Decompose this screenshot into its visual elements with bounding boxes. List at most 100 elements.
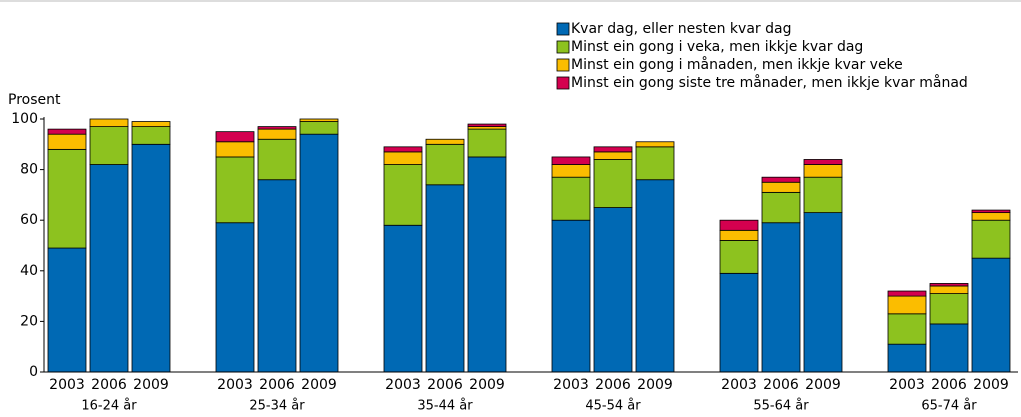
x-tick-label: 2003	[385, 377, 421, 393]
bar-segment	[719, 272, 759, 373]
group-label: 65-74 år	[921, 399, 977, 414]
bar-segment	[299, 121, 339, 135]
bar-segment	[257, 128, 297, 140]
bar-segment	[131, 143, 171, 373]
x-tick-label: 2003	[49, 377, 85, 393]
bar-segment	[383, 146, 423, 153]
bar-segment	[635, 146, 675, 181]
bar-segment	[593, 151, 633, 160]
bar-segment	[803, 176, 843, 214]
bar-segment	[719, 240, 759, 274]
bar-segment	[89, 164, 129, 373]
bar-segment	[929, 285, 969, 294]
bar-segment	[971, 212, 1011, 221]
bar-segment	[635, 179, 675, 373]
x-tick-label: 2006	[91, 377, 127, 393]
bar-segment	[47, 133, 87, 150]
x-tick-label: 2009	[805, 377, 841, 393]
x-tick-label: 2003	[889, 377, 925, 393]
legend-swatch	[556, 58, 570, 72]
bar-segment	[761, 181, 801, 193]
bar-segment	[719, 219, 759, 231]
legend-label: Minst ein gong i veka, men ikkje kvar da…	[571, 39, 863, 55]
legend-label: Kvar dag, eller nesten kvar dag	[571, 21, 791, 37]
bar-segment	[761, 222, 801, 373]
legend-swatch	[556, 76, 570, 90]
bar-segment	[131, 121, 171, 127]
x-tick-label: 2003	[721, 377, 757, 393]
bar-segment	[887, 313, 927, 345]
bar-segment	[803, 164, 843, 178]
bar-segment	[47, 128, 87, 135]
bar-segment	[971, 209, 1011, 214]
x-tick-label: 2009	[301, 377, 337, 393]
bar-segment	[971, 219, 1011, 259]
y-tick-label: 40	[20, 263, 38, 279]
bar-segment	[425, 143, 465, 186]
bar-segment	[551, 156, 591, 165]
x-tick-label: 2009	[637, 377, 673, 393]
bar-segment	[467, 123, 507, 127]
y-tick-label: 80	[20, 162, 38, 178]
legend-label: Minst ein gong i månaden, men ikkje kvar…	[571, 56, 903, 73]
group-label: 45-54 år	[585, 399, 641, 414]
bar-segment	[467, 156, 507, 373]
y-tick-label: 60	[20, 212, 38, 228]
bar-segment	[593, 146, 633, 153]
bar-segment	[215, 222, 255, 373]
bar-segment	[929, 293, 969, 325]
bar-segment	[803, 159, 843, 165]
bar-segment	[971, 257, 1011, 373]
group-label: 55-64 år	[753, 399, 809, 414]
bar-segment	[887, 290, 927, 297]
bar-segment	[383, 151, 423, 165]
group-label: 25-34 år	[249, 399, 305, 414]
legend-label: Minst ein gong siste tre månader, men ik…	[571, 74, 968, 91]
bar-segment	[257, 138, 297, 181]
bar-segment	[299, 118, 339, 122]
y-tick-label: 0	[29, 364, 38, 380]
bar-segment	[887, 295, 927, 315]
bar-segment	[257, 126, 297, 130]
bar-segment	[47, 148, 87, 249]
bar-segment	[803, 212, 843, 373]
x-tick-label: 2003	[217, 377, 253, 393]
x-tick-label: 2006	[427, 377, 463, 393]
bar-segment	[551, 176, 591, 221]
bar-segment	[929, 283, 969, 287]
x-tick-label: 2009	[973, 377, 1009, 393]
bar-segment	[383, 164, 423, 226]
y-tick-label: 100	[11, 111, 38, 127]
bar-segment	[425, 138, 465, 145]
bar-segment	[887, 343, 927, 373]
bar-segment	[215, 131, 255, 143]
bar-segment	[257, 179, 297, 373]
legend-swatch	[556, 40, 570, 54]
bar-segment	[215, 156, 255, 224]
bar-segment	[761, 176, 801, 183]
group-label: 16-24 år	[81, 399, 137, 414]
bar-segment	[89, 118, 129, 127]
x-tick-label: 2009	[133, 377, 169, 393]
bar-segment	[551, 164, 591, 178]
legend-swatch	[556, 22, 570, 36]
bar-segment	[383, 224, 423, 373]
bar-segment	[47, 247, 87, 373]
bar-segment	[929, 323, 969, 373]
x-tick-label: 2006	[763, 377, 799, 393]
bar-segment	[467, 128, 507, 158]
x-tick-label: 2006	[595, 377, 631, 393]
bar-segment	[425, 184, 465, 373]
bar-segment	[215, 141, 255, 158]
bar-segment	[131, 126, 171, 145]
x-tick-label: 2003	[553, 377, 589, 393]
bar-segment	[635, 141, 675, 148]
x-tick-label: 2009	[469, 377, 505, 393]
x-tick-label: 2006	[931, 377, 967, 393]
bar-segment	[719, 229, 759, 241]
x-tick-label: 2006	[259, 377, 295, 393]
y-axis-label: Prosent	[8, 92, 61, 108]
group-label: 35-44 år	[417, 399, 473, 414]
bar-segment	[551, 219, 591, 373]
